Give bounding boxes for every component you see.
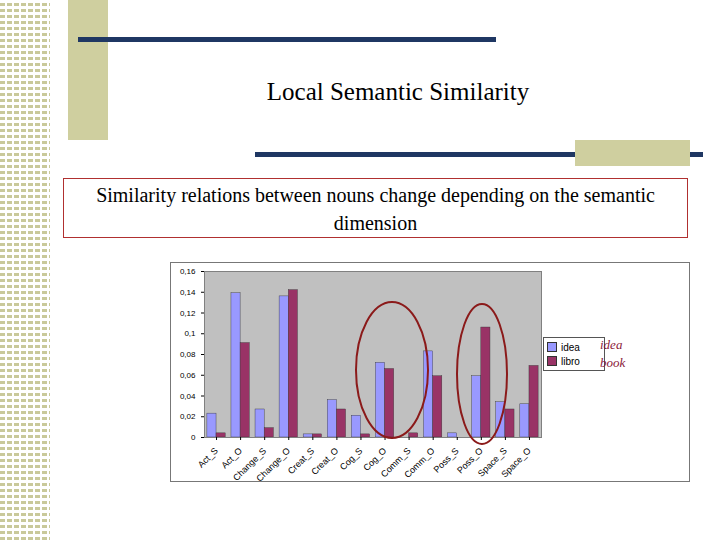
svg-text:0,16: 0,16 (180, 267, 196, 276)
html-text:Local Semantic Similarity: Local Semantic Similarity (266, 78, 530, 105)
svg-text:Space_O: Space_O (499, 446, 533, 480)
svg-text:Comm_O: Comm_O (402, 446, 436, 480)
html-text:Similarity relations between n: Similarity relations between nouns chang… (96, 184, 655, 234)
svg-text:Cog_S: Cog_S (338, 446, 365, 473)
svg-text:Act_S: Act_S (196, 446, 220, 470)
svg-text:0,06: 0,06 (180, 371, 196, 380)
html-text:idea: idea (600, 337, 623, 352)
svg-text:Act_O: Act_O (219, 445, 245, 471)
svg-text:Change_O: Change_O (254, 446, 292, 481)
svg-text:0,04: 0,04 (180, 392, 196, 401)
svg-text:0: 0 (191, 433, 196, 442)
svg-text:Comm_S: Comm_S (379, 445, 413, 480)
html-text:libro: libro (561, 355, 580, 367)
svg-text:0,02: 0,02 (180, 412, 196, 421)
svg-text:Poss_S: Poss_S (431, 445, 461, 475)
svg-text:0,08: 0,08 (180, 350, 196, 359)
svg-text:Space_S: Space_S (475, 445, 509, 479)
svg-text:0,12: 0,12 (180, 309, 196, 318)
html-text:idea: idea (561, 341, 580, 353)
html-text:book: book (600, 355, 626, 370)
svg-text:Poss_O: Poss_O (455, 445, 485, 476)
svg-text:0,14: 0,14 (180, 288, 196, 297)
svg-text:Cog_O: Cog_O (361, 445, 389, 473)
svg-text:Creat_S: Creat_S (285, 445, 317, 477)
svg-text:Creat_O: Creat_O (309, 446, 340, 477)
svg-text:0,1: 0,1 (184, 329, 196, 338)
